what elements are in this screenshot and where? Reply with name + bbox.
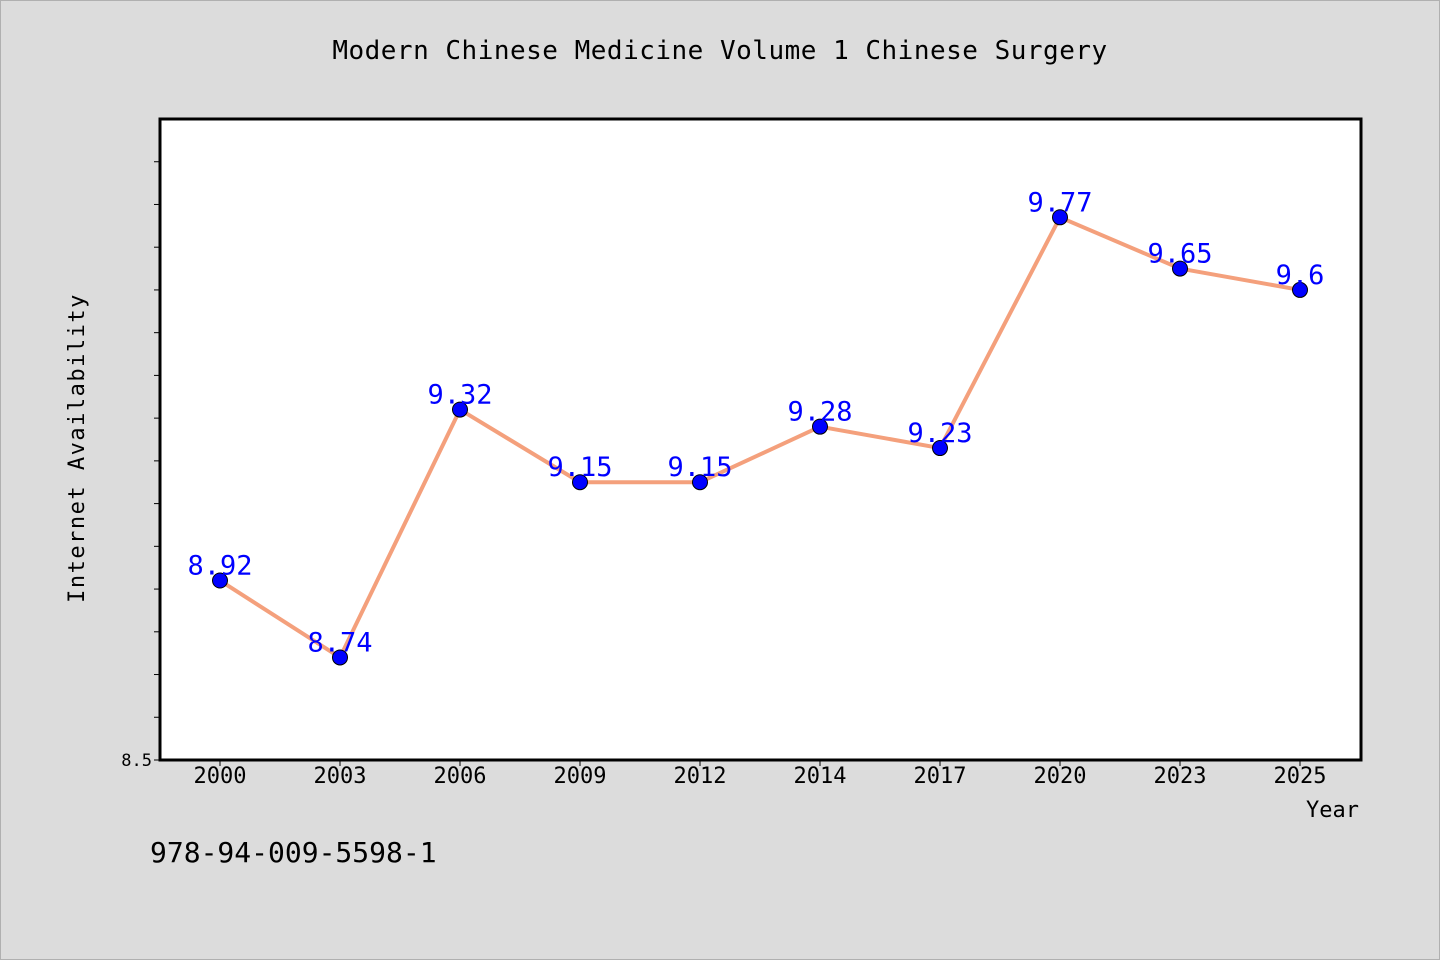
data-point [1052, 209, 1068, 226]
data-points [212, 209, 1308, 666]
data-label: 9.28 [787, 397, 852, 428]
x-tick-label: 2025 [1274, 764, 1327, 789]
series-line [218, 215, 1301, 660]
x-tick-label: 2014 [794, 764, 847, 789]
x-tick-label: 2020 [1034, 764, 1087, 789]
data-label: 9.77 [1027, 187, 1092, 218]
y-tick-label: 8.5 [121, 751, 152, 771]
data-point [812, 418, 828, 435]
data-point [212, 572, 228, 589]
y-axis-ticks [154, 161, 160, 761]
data-point [1172, 260, 1188, 277]
x-tick-label: 2017 [914, 764, 967, 789]
x-tick-label: 2012 [674, 764, 727, 789]
data-label: 9.15 [667, 452, 732, 483]
y-axis-label: Internet Availability [65, 293, 90, 603]
data-point [572, 474, 588, 491]
x-axis-ticks [219, 760, 1301, 766]
data-label: 8.92 [187, 551, 252, 582]
data-label: 8.74 [307, 627, 372, 658]
x-axis-label: Year [1306, 798, 1359, 823]
x-tick-label: 2006 [434, 764, 487, 789]
x-tick-label: 2003 [314, 764, 367, 789]
chart-title: Modern Chinese Medicine Volume 1 Chinese… [332, 36, 1108, 66]
data-label: 9.15 [547, 452, 612, 483]
isbn-label: 978-94-009-5598-1 [150, 836, 437, 869]
data-label: 9.6 [1276, 260, 1325, 291]
data-labels: 8.92 8.74 9.32 9.15 9.15 9.28 9.23 9.77 9.65 9.6 [187, 187, 1324, 658]
x-tick-label: 2000 [194, 764, 247, 789]
data-label: 9.32 [427, 380, 492, 411]
data-point [1292, 281, 1308, 298]
data-point [692, 474, 708, 491]
x-tick-label: 2009 [554, 764, 607, 789]
data-point [332, 649, 348, 666]
data-point [932, 440, 948, 457]
plot-area [158, 117, 1363, 762]
data-point [452, 401, 468, 418]
data-label: 9.23 [907, 418, 972, 449]
x-tick-labels: 2000 2003 2006 2009 2012 2014 2017 2020 2023 2025 [194, 764, 1327, 789]
x-tick-label: 2023 [1154, 764, 1207, 789]
data-label: 9.65 [1147, 239, 1212, 270]
